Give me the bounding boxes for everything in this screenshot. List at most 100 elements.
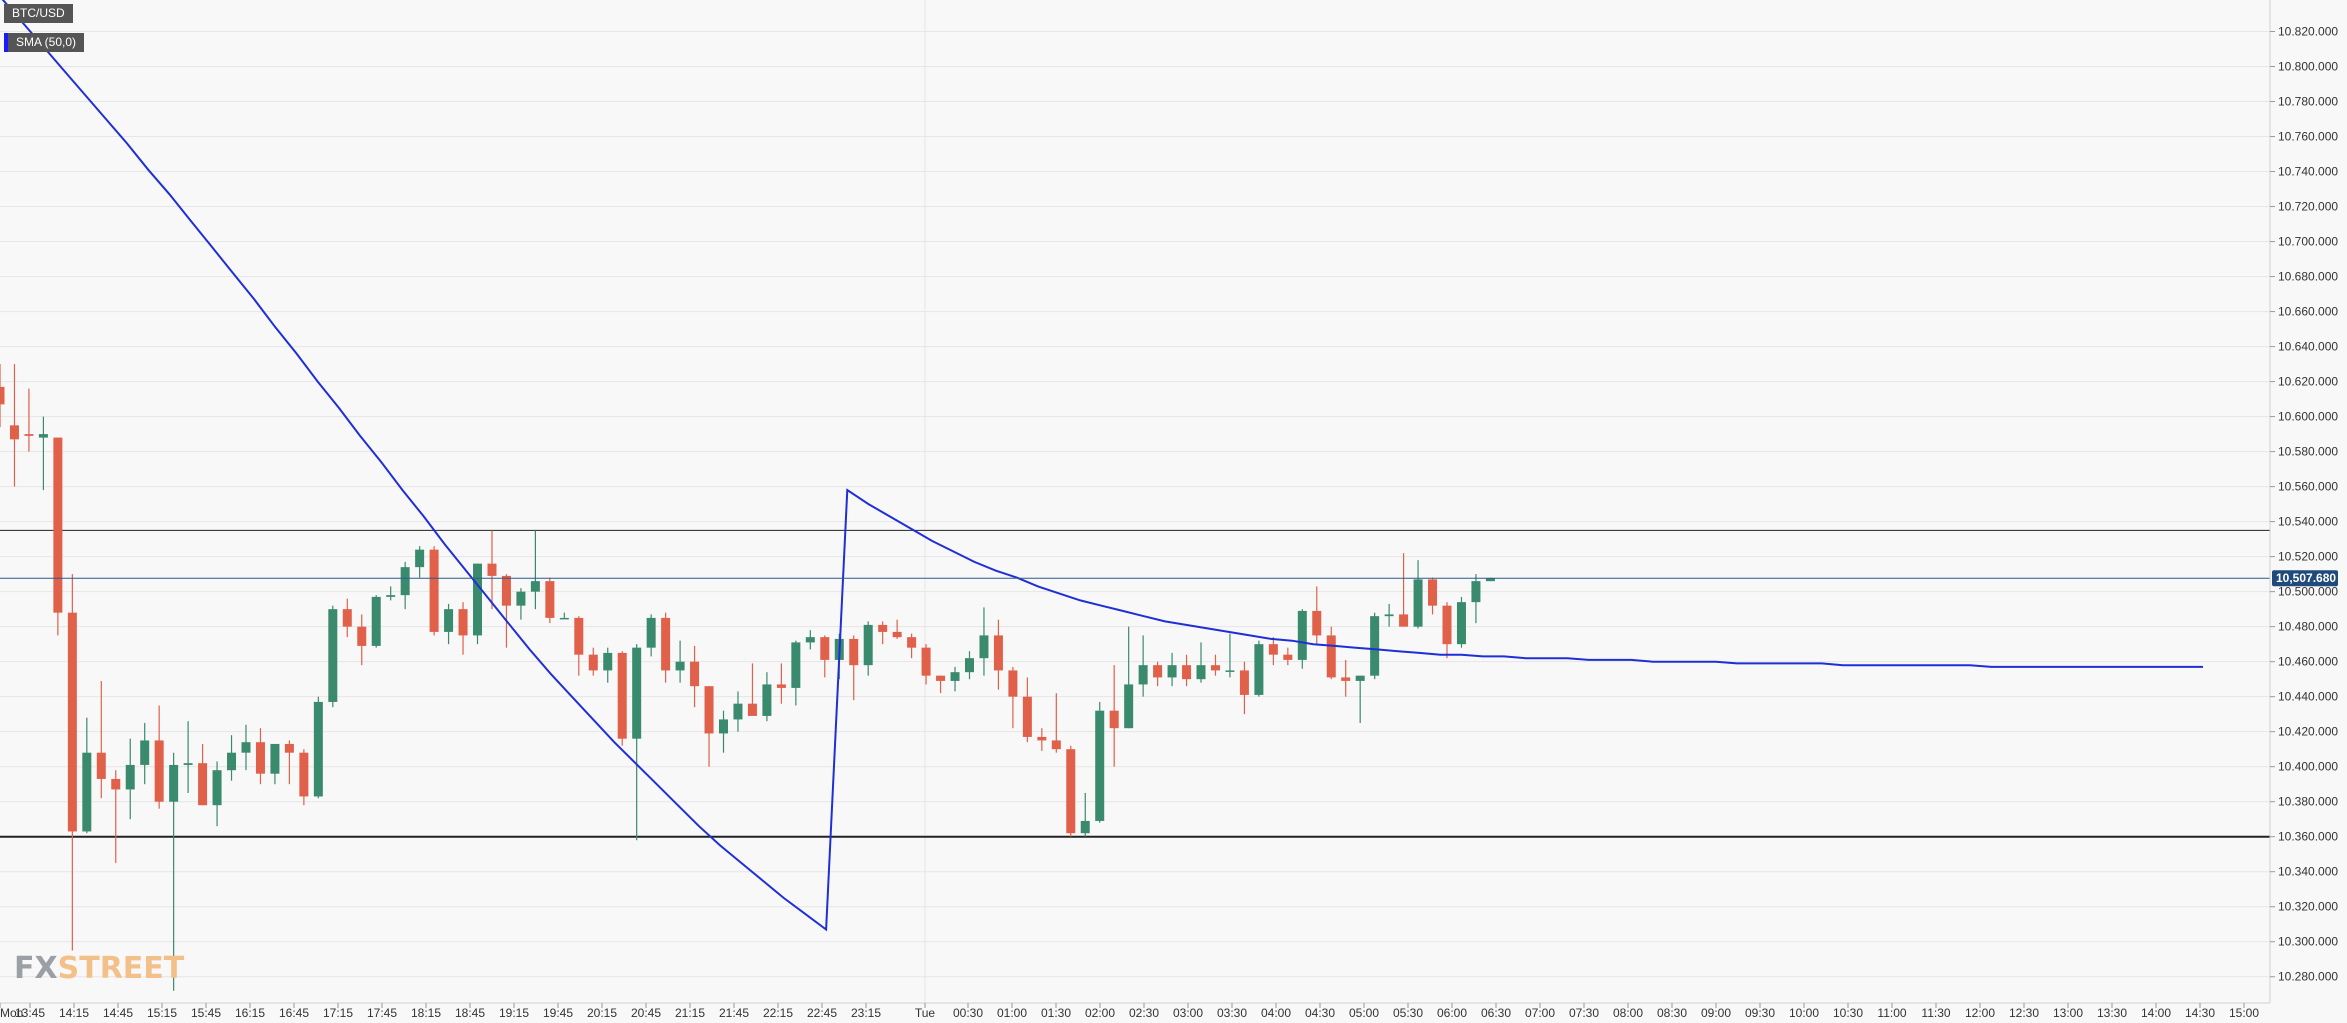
watermark-street: STREET [58,951,185,986]
y-tick-label: 10.660.000 [2278,305,2338,319]
candle-body [342,609,352,627]
candle-body [1196,665,1206,680]
x-tick-label: 14:00 [2141,1006,2171,1020]
y-tick-label: 10.460.000 [2278,655,2338,669]
candle-body [9,425,19,440]
x-tick-label: 15:00 [2229,1006,2259,1020]
candle-body [198,763,208,806]
candle-body [24,434,34,436]
candle-body [487,563,497,576]
candle-body [1124,684,1134,729]
y-tick-label: 10.420.000 [2278,725,2338,739]
x-tick-label: 04:00 [1261,1006,1291,1020]
x-tick-label: 15:45 [191,1006,221,1020]
y-tick-label: 10.760.000 [2278,130,2338,144]
candle-body [733,703,743,720]
candle-body [444,609,454,632]
candle-body [313,701,323,797]
x-tick-label: 10:00 [1789,1006,1819,1020]
y-tick-label: 10.340.000 [2278,865,2338,879]
candle-body [169,764,179,802]
candle-body [111,778,121,790]
y-tick-label: 10.700.000 [2278,235,2338,249]
candle-body [1442,605,1452,645]
y-axis: 10.280.000 10.300.000 10.320.000 10.340.000… [2269,0,2338,1003]
x-tick-label: 09:30 [1745,1006,1775,1020]
candle-body [1037,736,1047,741]
horizontal-levels [0,529,2270,838]
x-tick-label: 17:45 [367,1006,397,1020]
candle-body [921,647,931,676]
candle-body [1153,665,1163,678]
candle-body [1326,635,1336,678]
candle-body [1456,602,1466,645]
candle-body [559,617,569,620]
x-tick-label: 00:30 [953,1006,983,1020]
candle-body [53,437,63,613]
candle-body [993,635,1003,671]
candle-body [762,684,772,716]
candle-body [1399,614,1409,627]
x-tick-label: 06:00 [1437,1006,1467,1020]
candle-body [0,386,5,405]
y-tick-label: 10.740.000 [2278,165,2338,179]
candle-body [1471,581,1481,603]
candle-body [357,626,367,646]
candle-body [1297,610,1307,660]
x-tick-label: 08:30 [1657,1006,1687,1020]
x-tick-label: 02:30 [1129,1006,1159,1020]
x-tick-label: 04:30 [1305,1006,1335,1020]
candle-body [1066,749,1076,834]
sma-legend: SMA (50,0) [4,33,85,52]
x-tick-label: 17:15 [323,1006,353,1020]
candle-body [1225,670,1235,672]
x-tick-label: Tue [915,1006,936,1020]
candle-body [96,752,106,779]
y-tick-label: 10.520.000 [2278,550,2338,564]
x-tick-label: 07:30 [1569,1006,1599,1020]
current-price-label: 10,507.680 [2276,571,2336,585]
candle-body [328,609,338,702]
y-tick-label: 10.640.000 [2278,340,2338,354]
x-tick-label: 01:00 [997,1006,1027,1020]
current-price-tag: 10,507.680 [2272,570,2338,587]
candle-body [1413,579,1423,627]
y-tick-label: 10.300.000 [2278,935,2338,949]
y-tick-label: 10.380.000 [2278,795,2338,809]
candle-body [1384,614,1394,617]
candle-body [545,581,555,618]
y-tick-label: 10.400.000 [2278,760,2338,774]
candle-body [1370,616,1380,676]
x-tick-label: 18:45 [455,1006,485,1020]
candle-body [704,686,714,734]
candle-body [371,596,381,646]
y-tick-label: 10.720.000 [2278,200,2338,214]
candle-body [415,549,425,568]
candle-body [1254,644,1264,695]
candle-body [67,612,77,832]
candle-body [473,563,483,636]
candle-body [299,752,309,797]
y-tick-label: 10.820.000 [2278,25,2338,39]
candle-body [849,638,859,666]
x-tick-label: 05:30 [1393,1006,1423,1020]
candle-body [516,591,526,606]
x-tick-label: 06:30 [1481,1006,1511,1020]
y-tick-label: 10.360.000 [2278,830,2338,844]
candle-body [603,652,613,671]
candle-body [400,567,410,596]
candle-body [125,764,135,790]
x-tick-label: 12:30 [2009,1006,2039,1020]
candle-body [632,647,642,739]
x-tick-label: Mon [0,1006,23,1020]
y-tick-label: 10.440.000 [2278,690,2338,704]
candle-body [1341,677,1351,681]
y-tick-label: 10.500.000 [2278,585,2338,599]
candle-body [386,595,396,597]
y-tick-label: 10.580.000 [2278,445,2338,459]
candle-body [1182,665,1192,680]
y-tick-label: 10.540.000 [2278,515,2338,529]
x-tick-label: 14:45 [103,1006,133,1020]
